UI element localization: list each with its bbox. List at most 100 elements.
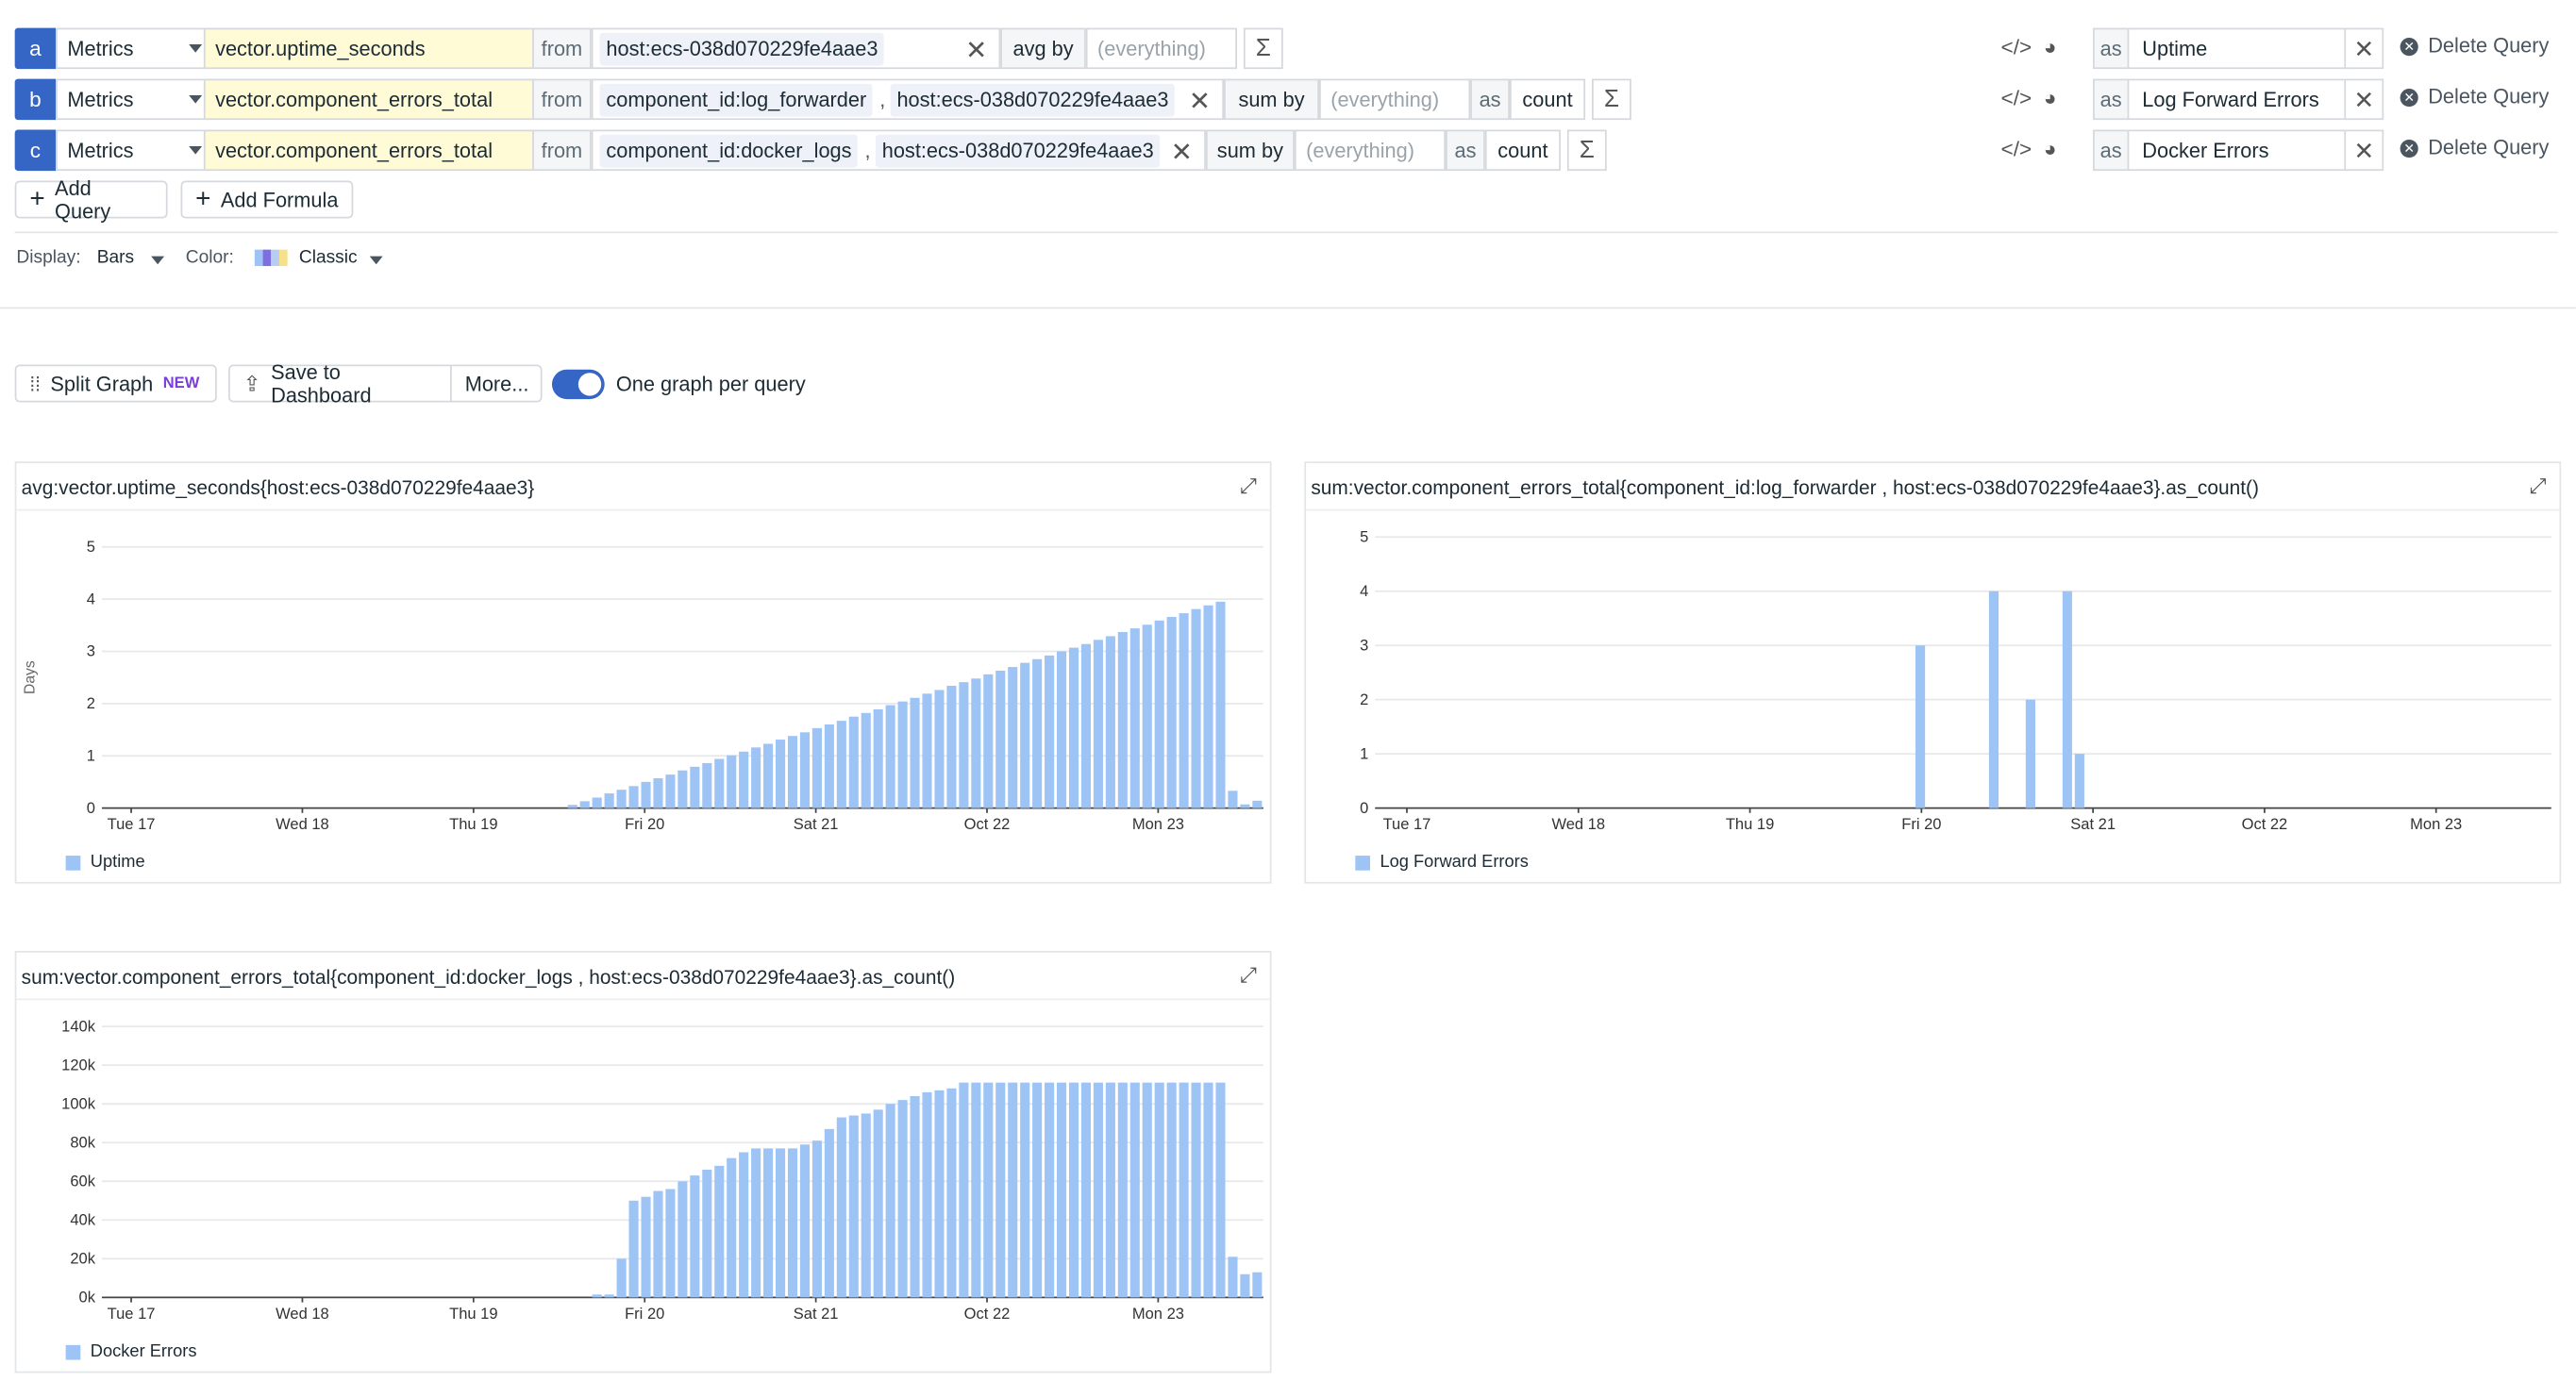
bar[interactable]	[873, 708, 883, 808]
code-icon[interactable]: </>	[2000, 85, 2032, 110]
metric-input[interactable]: vector.component_errors_total	[203, 129, 534, 172]
bar[interactable]	[567, 805, 577, 808]
chevron-down-icon[interactable]	[369, 256, 383, 265]
bar[interactable]	[885, 705, 895, 808]
bar[interactable]	[653, 1190, 663, 1298]
source-select[interactable]: Metrics	[56, 27, 214, 70]
clear-icon[interactable]: ✕	[965, 38, 988, 66]
bar[interactable]	[690, 1175, 700, 1298]
tag-chip[interactable]: component_id:log_forwarder	[599, 82, 874, 116]
tag-chip[interactable]: host:ecs-038d070229fe4aae3	[890, 82, 1176, 116]
alias-input[interactable]: Uptime	[2127, 27, 2358, 70]
bar[interactable]	[897, 1100, 908, 1298]
bar[interactable]	[1129, 628, 1140, 808]
palette-icon[interactable]: ◕	[2043, 136, 2057, 161]
bar[interactable]	[2025, 699, 2035, 808]
bar[interactable]	[751, 1148, 761, 1298]
bar[interactable]	[592, 797, 602, 808]
bar[interactable]	[1154, 1082, 1164, 1298]
bar[interactable]	[579, 801, 590, 808]
delete-query-button[interactable]: ✕ Delete Query	[2400, 137, 2549, 159]
bar[interactable]	[751, 747, 761, 808]
bar[interactable]	[1154, 620, 1164, 808]
bar[interactable]	[1252, 800, 1263, 808]
save-to-dashboard-button[interactable]: ⇪ Save to Dashboard	[227, 360, 452, 407]
bar[interactable]	[787, 1148, 798, 1298]
tag-filter-input[interactable]: component_id:log_forwarder, host:ecs-038d…	[591, 78, 1225, 121]
clear-icon[interactable]: ✕	[1170, 139, 1193, 168]
bar[interactable]	[1915, 645, 1926, 808]
delete-query-button[interactable]: ✕ Delete Query	[2400, 86, 2549, 108]
palette-swatch-icon[interactable]	[254, 249, 288, 267]
group-by-input[interactable]: (everything)	[1294, 129, 1447, 172]
bar[interactable]	[1045, 1082, 1055, 1298]
alias-input[interactable]: Log Forward Errors	[2127, 78, 2358, 121]
bar[interactable]	[995, 1082, 1006, 1298]
remove-alias-button[interactable]: ✕	[2344, 129, 2384, 172]
bar[interactable]	[727, 1157, 737, 1298]
palette-icon[interactable]: ◕	[2043, 85, 2057, 110]
bar[interactable]	[1056, 1082, 1067, 1298]
bar[interactable]	[653, 778, 663, 808]
bar[interactable]	[1068, 1082, 1079, 1298]
bar[interactable]	[763, 1148, 774, 1298]
split-graph-button[interactable]: ⁞⁞ Split Graph NEW	[14, 364, 217, 403]
metric-input[interactable]: vector.component_errors_total	[203, 78, 534, 121]
bar[interactable]	[714, 1165, 725, 1298]
bar[interactable]	[1068, 647, 1079, 808]
bar[interactable]	[739, 751, 749, 808]
bar[interactable]	[934, 690, 945, 808]
bar[interactable]	[2062, 591, 2072, 808]
bar[interactable]	[1093, 1082, 1103, 1298]
bar[interactable]	[1166, 1082, 1177, 1298]
bar[interactable]	[1215, 1082, 1226, 1298]
bar[interactable]	[1179, 1082, 1189, 1298]
bar[interactable]	[1020, 662, 1030, 808]
bar[interactable]	[1203, 1082, 1213, 1298]
bar[interactable]	[799, 1144, 811, 1298]
bar[interactable]	[702, 1169, 712, 1298]
bar[interactable]	[775, 1148, 786, 1298]
bar[interactable]	[616, 790, 627, 808]
aggregation-select[interactable]: sum by	[1205, 129, 1295, 172]
bar[interactable]	[739, 1152, 749, 1298]
bar[interactable]	[1080, 643, 1092, 808]
bar[interactable]	[665, 774, 676, 808]
bar[interactable]	[885, 1104, 895, 1298]
bar[interactable]	[775, 740, 786, 808]
bar[interactable]	[1117, 1082, 1128, 1298]
bar[interactable]	[897, 701, 908, 808]
bar[interactable]	[628, 1200, 639, 1298]
bar[interactable]	[690, 766, 700, 808]
tag-chip[interactable]: host:ecs-038d070229fe4aae3	[875, 133, 1161, 167]
function-button[interactable]: Σ	[1592, 78, 1631, 121]
metric-input[interactable]: vector.uptime_seconds	[203, 27, 534, 70]
bar[interactable]	[971, 1082, 981, 1298]
bar[interactable]	[1008, 1082, 1018, 1298]
clear-icon[interactable]: ✕	[1188, 89, 1212, 117]
bar[interactable]	[763, 743, 774, 808]
bar[interactable]	[799, 732, 811, 808]
code-icon[interactable]: </>	[2000, 136, 2032, 161]
bar[interactable]	[1020, 1082, 1030, 1298]
bar[interactable]	[1080, 1082, 1092, 1298]
bar[interactable]	[727, 755, 737, 808]
bar[interactable]	[1129, 1082, 1140, 1298]
tag-filter-input[interactable]: component_id:docker_logs, host:ecs-038d07…	[591, 129, 1206, 172]
rollup-select[interactable]: count	[1484, 129, 1561, 172]
bar[interactable]	[824, 724, 834, 808]
bar[interactable]	[592, 1294, 602, 1298]
remove-alias-button[interactable]: ✕	[2344, 27, 2384, 70]
bar[interactable]	[861, 712, 871, 808]
bar[interactable]	[1240, 804, 1250, 808]
bar[interactable]	[1166, 616, 1177, 808]
bar[interactable]	[641, 781, 651, 808]
bar[interactable]	[1252, 1272, 1263, 1298]
bar[interactable]	[628, 786, 639, 808]
function-button[interactable]: Σ	[1566, 129, 1607, 172]
display-select[interactable]: Bars	[96, 247, 135, 268]
add-formula-button[interactable]: + Add Formula	[180, 180, 354, 219]
expand-icon[interactable]: ⤢	[1239, 473, 1257, 498]
query-letter[interactable]: b	[14, 78, 57, 121]
bar[interactable]	[848, 1115, 859, 1298]
